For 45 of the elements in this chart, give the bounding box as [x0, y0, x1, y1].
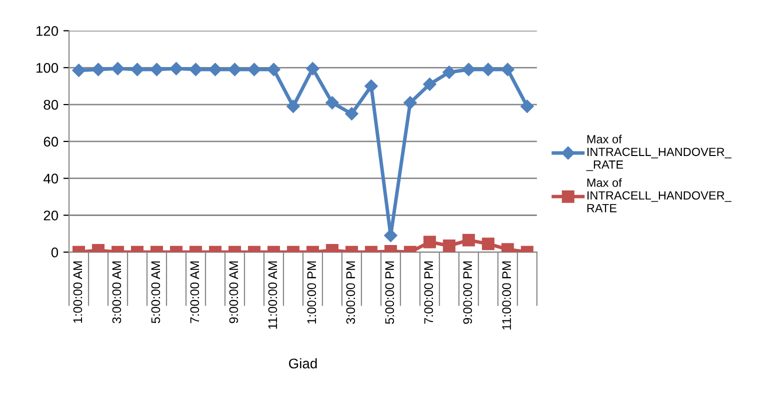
point: [170, 62, 183, 76]
y-tick-label: 0: [51, 247, 58, 258]
legend-label: Max of INTRACELL_HANDOVER_ _RATE: [586, 134, 732, 172]
x-tick-label: 3:00:00 PM: [346, 262, 356, 324]
point: [326, 96, 339, 110]
point: [520, 100, 534, 113]
point: [462, 62, 476, 76]
point: [364, 80, 378, 93]
x-tick-label: 1:00:00 AM: [73, 262, 82, 323]
point: [208, 62, 222, 76]
y-tick-label: 40: [43, 174, 58, 184]
point: [111, 62, 124, 76]
point: [345, 107, 358, 120]
point: [130, 62, 144, 76]
y-tick-label: 80: [44, 100, 58, 110]
x-tick-label: 3:00:00 AM: [112, 262, 122, 324]
x-tick-label: 1:00:00 PM: [307, 262, 316, 324]
point: [482, 62, 495, 76]
x-tick-label: 11:00:00 AM: [268, 262, 278, 329]
point: [248, 62, 261, 76]
y-tick-label: 60: [44, 136, 58, 147]
x-tick-label: 5:00:00 PM: [385, 262, 394, 324]
x-axis-title: Giad: [288, 358, 317, 368]
x-tick-label: 7:00:00 PM: [424, 262, 434, 324]
x-tick-label: 11:00:00 PM: [502, 262, 512, 330]
legend-label: Max of INTRACELL_HANDOVER_ RATE: [587, 178, 732, 212]
y-tick-label: 20: [44, 210, 58, 220]
x-tick-label: 9:00:00 PM: [463, 262, 472, 324]
point: [228, 62, 242, 76]
point: [92, 62, 105, 76]
y-tick-label: 120: [36, 26, 58, 36]
point: [189, 62, 202, 76]
x-tick-label: 5:00:00 AM: [151, 262, 160, 324]
y-tick-label: 100: [36, 62, 58, 73]
x-tick-label: 9:00:00 AM: [229, 262, 238, 324]
point: [150, 62, 164, 76]
point: [423, 78, 436, 91]
point: [286, 100, 300, 113]
point: [72, 64, 86, 78]
point: [267, 62, 280, 76]
point: [404, 96, 417, 110]
point: [501, 62, 514, 76]
x-tick-label: 7:00:00 AM: [190, 262, 200, 324]
point: [442, 66, 456, 79]
point: [306, 62, 320, 76]
